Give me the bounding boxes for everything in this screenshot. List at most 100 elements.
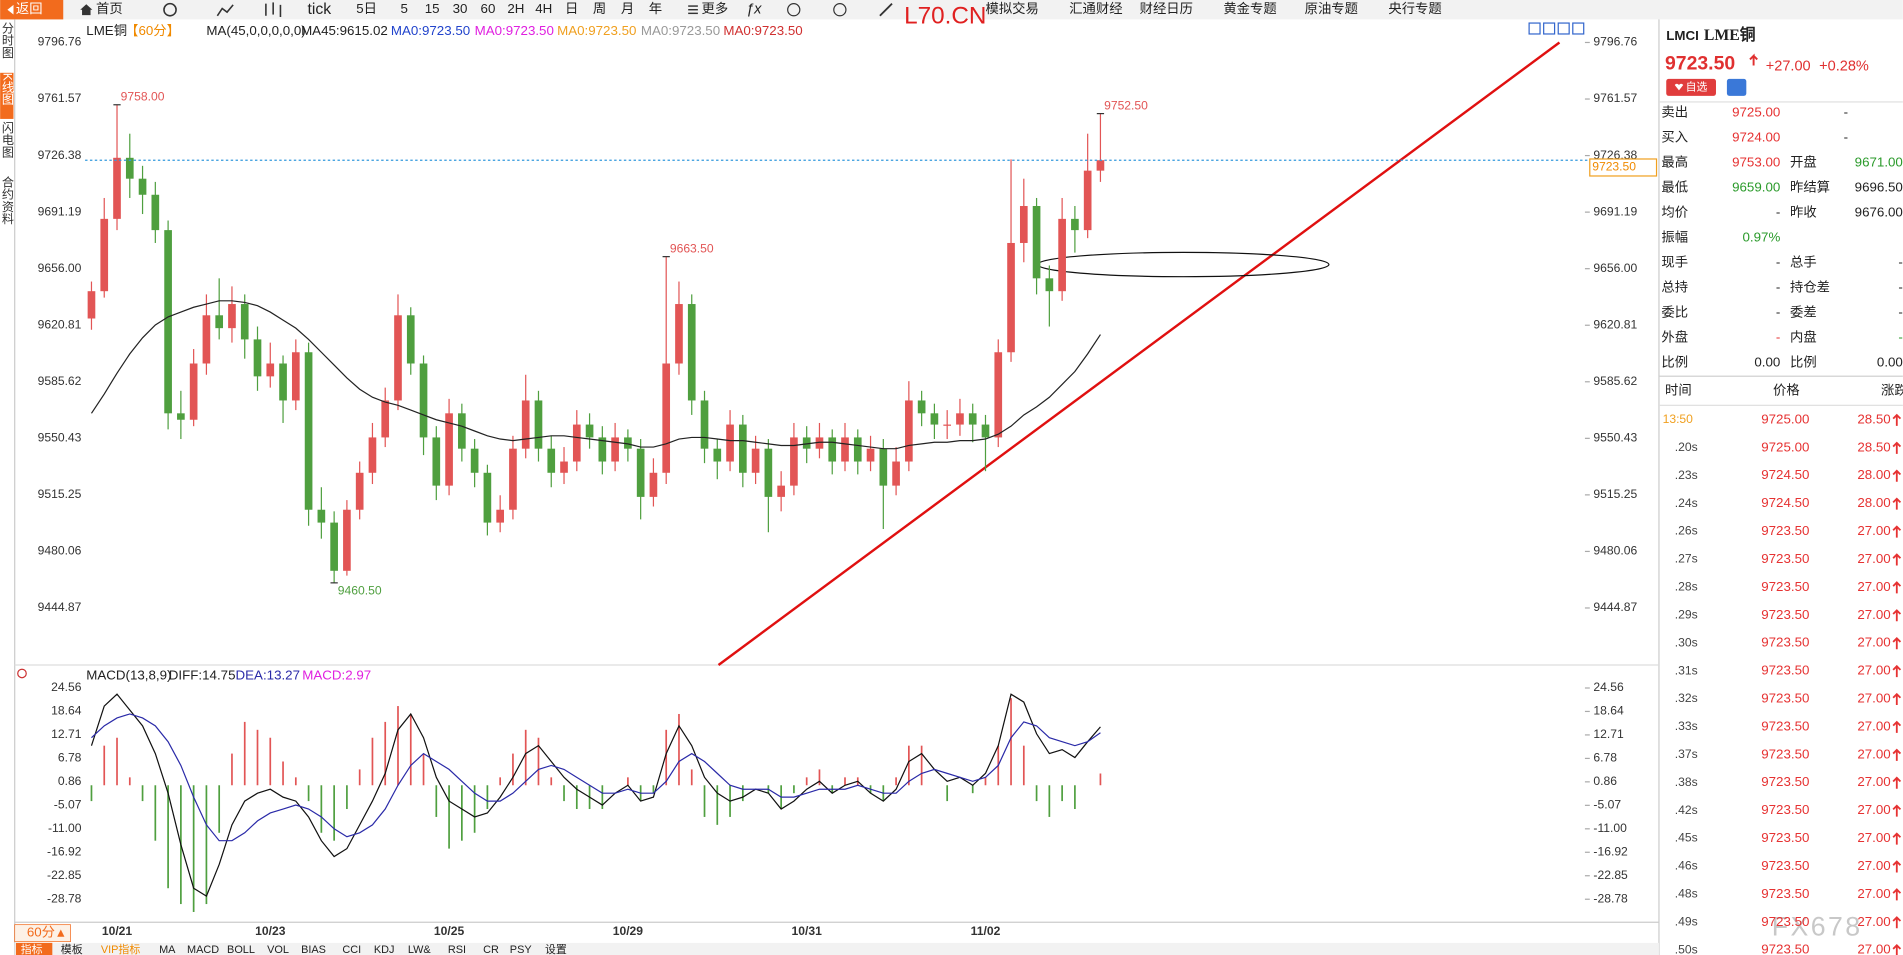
- trades-header: 涨跌: [1881, 382, 1903, 397]
- alert-button[interactable]: [1726, 78, 1747, 96]
- pen-icon[interactable]: [879, 2, 893, 17]
- period-button[interactable]: 周: [593, 1, 606, 16]
- macd-line: [90, 693, 1101, 898]
- home-label[interactable]: 首页: [96, 1, 123, 16]
- chart-icon[interactable]: [216, 4, 234, 17]
- period-selector[interactable]: [14, 924, 71, 943]
- quote-label: 比例: [1661, 354, 1688, 369]
- fx-icon[interactable]: ƒx: [746, 2, 762, 18]
- indicator-tab[interactable]: PSY: [510, 944, 533, 955]
- indicator-tab[interactable]: RSI: [448, 944, 466, 955]
- indicator-tab[interactable]: MA: [159, 944, 176, 955]
- candle-body: [343, 509, 351, 571]
- trade-change: 27.00: [1857, 886, 1890, 901]
- period-button[interactable]: 月: [621, 1, 634, 16]
- quote-label: 卖出: [1661, 104, 1688, 119]
- nav-link[interactable]: 财经日历: [1140, 1, 1193, 16]
- period-button[interactable]: 30: [453, 1, 468, 16]
- period-button[interactable]: 5日: [356, 1, 377, 16]
- nav-link[interactable]: 模拟交易: [986, 0, 1039, 16]
- period-button[interactable]: 60: [481, 1, 496, 16]
- zoom-in-icon[interactable]: [833, 3, 847, 17]
- candle-body: [968, 413, 977, 425]
- candle-body: [687, 304, 696, 401]
- indicator-tab[interactable]: VOL: [267, 944, 289, 955]
- trade-change: 27.00: [1857, 607, 1890, 622]
- indicator-tab[interactable]: 指标: [21, 942, 43, 955]
- indicator-tab[interactable]: BOLL: [227, 944, 255, 955]
- watch-label[interactable]: 自选: [1686, 80, 1708, 93]
- period-button[interactable]: 4H: [535, 1, 552, 16]
- quote-value: 0.97%: [1743, 229, 1781, 244]
- trade-price: 9723.50: [1761, 551, 1809, 566]
- candle-body: [853, 437, 862, 462]
- candle-body: [368, 437, 377, 473]
- indicator-tab[interactable]: KDJ: [374, 944, 395, 955]
- quote-label: 现手: [1661, 254, 1688, 269]
- indicator-tab[interactable]: CCI: [342, 944, 361, 955]
- indicator-tab[interactable]: BIAS: [301, 944, 326, 955]
- trade-up-arrow: [1892, 664, 1902, 678]
- indicator-tab[interactable]: 设置: [545, 943, 567, 955]
- zoom-out-icon[interactable]: [787, 3, 801, 17]
- legend-item: DIFF:14.75: [169, 667, 236, 682]
- y-tick-label-right: 9691.19: [1593, 204, 1637, 218]
- legend-item: MA0:9723.50: [475, 23, 554, 38]
- indicator-tab[interactable]: MACD: [187, 944, 219, 955]
- x-tick-label: 10/29: [613, 924, 644, 938]
- trade-price: 9725.00: [1761, 439, 1809, 454]
- corner-watermark: FX678: [1772, 911, 1863, 941]
- tick-button[interactable]: tick: [307, 1, 331, 18]
- back-button[interactable]: [0, 0, 64, 20]
- candle-body: [100, 218, 109, 292]
- candle-body: [1019, 206, 1028, 243]
- candle-icon[interactable]: [265, 2, 282, 17]
- back-label[interactable]: 返回: [16, 1, 43, 16]
- refresh-icon[interactable]: [163, 2, 177, 17]
- nav-link[interactable]: 汇通财经: [1069, 1, 1122, 16]
- indicator-tab[interactable]: VIP指标: [101, 942, 140, 955]
- more-button[interactable]: 更多: [702, 0, 729, 16]
- candle-body: [802, 437, 811, 449]
- candle-body: [406, 315, 415, 364]
- period-button[interactable]: 日: [565, 1, 578, 16]
- side-tab[interactable]: 闪电图: [0, 121, 14, 158]
- macd-settings-icon[interactable]: [17, 668, 27, 679]
- side-tab[interactable]: 分时图: [0, 22, 14, 59]
- trade-time: .26s: [1675, 524, 1698, 538]
- y-tick-label-left: 0.86: [58, 774, 82, 788]
- candle-body: [509, 448, 517, 510]
- indicator-tab[interactable]: LW&: [408, 944, 432, 955]
- zoom-controls[interactable]: [1528, 22, 1585, 35]
- period-button[interactable]: 15: [425, 1, 440, 16]
- nav-link[interactable]: 央行专题: [1388, 1, 1441, 16]
- y-tick-label-left: 9480.06: [38, 544, 82, 558]
- trade-time: .49s: [1675, 914, 1698, 928]
- quote-label: 总手: [1790, 254, 1817, 269]
- period-button[interactable]: 2H: [507, 1, 524, 16]
- side-tab[interactable]: K线图: [0, 73, 14, 105]
- period-button[interactable]: 年: [649, 1, 662, 16]
- quote-value: -: [1776, 254, 1780, 269]
- trades-header: 价格: [1773, 382, 1800, 397]
- period-button[interactable]: 5: [401, 1, 408, 16]
- quote-value: 9676.00: [1855, 204, 1903, 219]
- y-tick-label-left: 9656.00: [38, 261, 82, 275]
- side-tab[interactable]: 合约资料: [0, 175, 14, 225]
- trade-time: .29s: [1675, 607, 1698, 621]
- x-tick-label: 10/23: [255, 924, 286, 938]
- quote-value: 9725.00: [1732, 104, 1780, 119]
- watch-button[interactable]: [1666, 78, 1716, 96]
- nav-link[interactable]: 黄金专题: [1223, 1, 1276, 16]
- quote-value: -: [1898, 304, 1902, 319]
- quote-label: 昨结算: [1790, 179, 1830, 194]
- trade-up-arrow: [1892, 888, 1902, 901]
- trade-change: 27.00: [1857, 858, 1890, 873]
- candle-body: [917, 400, 926, 414]
- indicator-tab[interactable]: 模板: [61, 942, 83, 955]
- nav-link[interactable]: 原油专题: [1305, 1, 1358, 16]
- candle-body: [445, 413, 453, 486]
- indicator-tab[interactable]: CR: [483, 944, 499, 955]
- period-selector-label[interactable]: 60分: [27, 925, 55, 940]
